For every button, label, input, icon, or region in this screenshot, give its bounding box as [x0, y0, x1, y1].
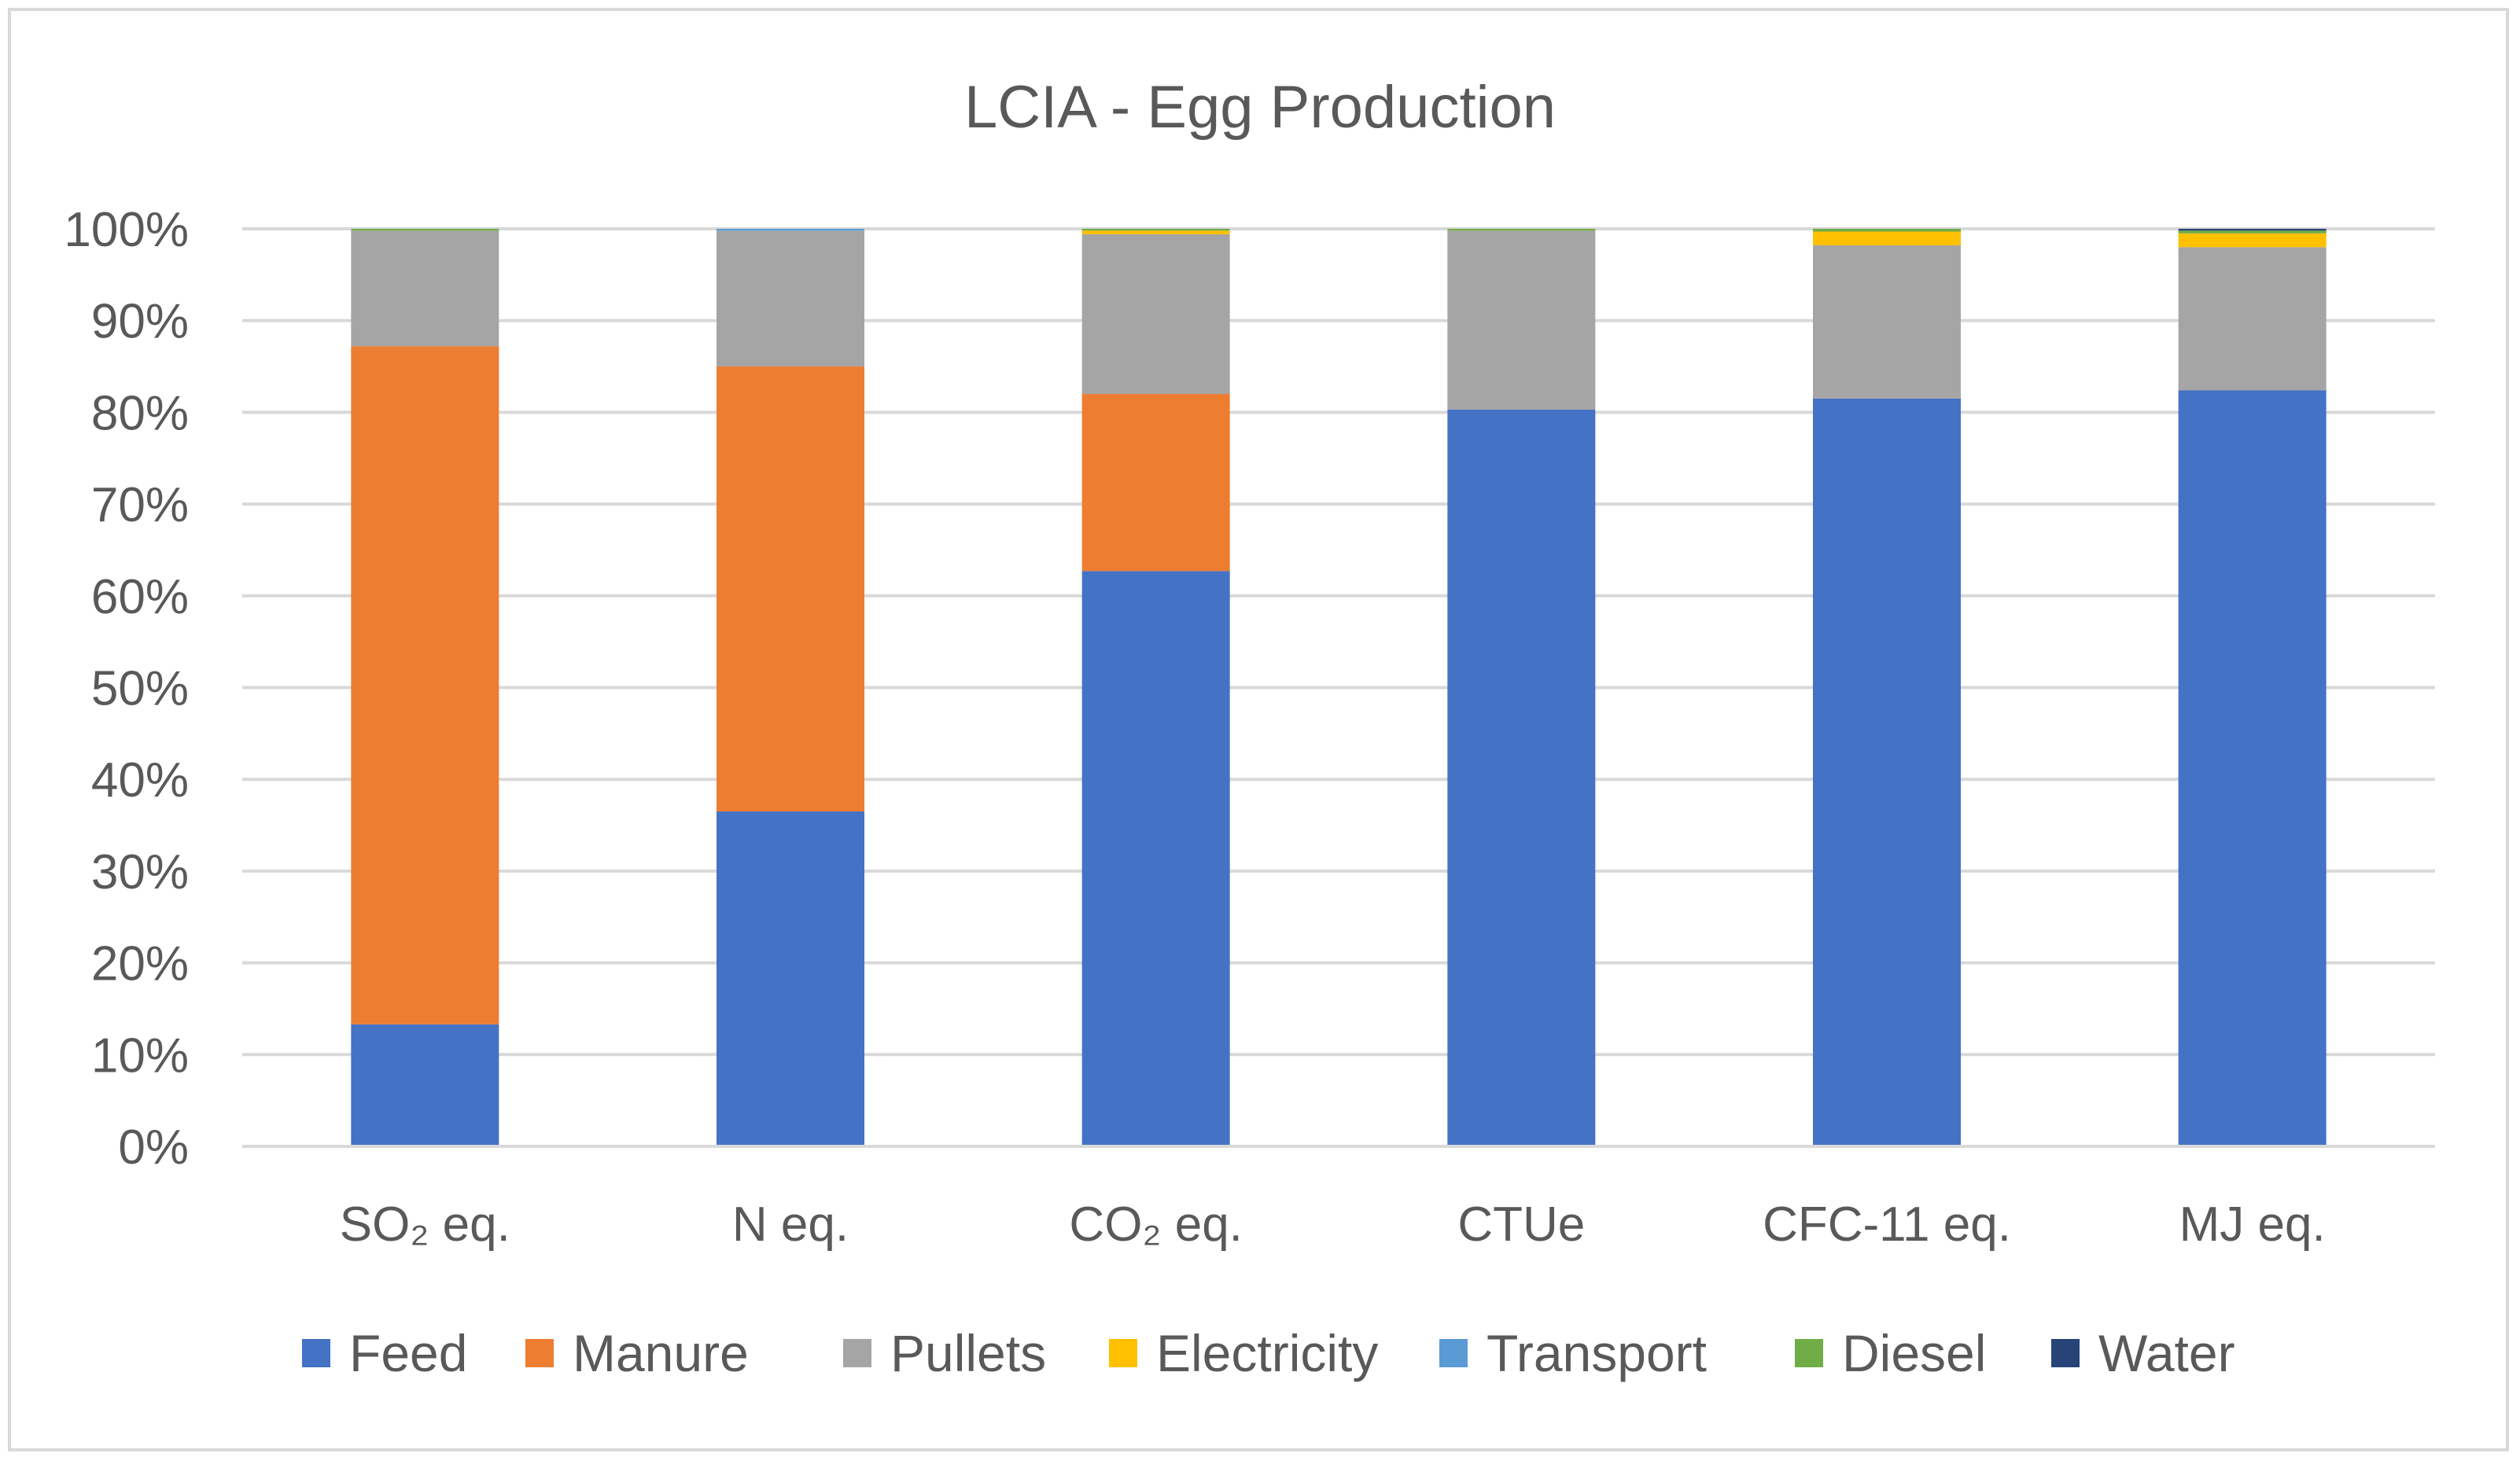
- bar-segment-diesel: [1081, 229, 1230, 231]
- legend-swatch: [1439, 1339, 1468, 1367]
- legend-swatch: [1795, 1339, 1823, 1367]
- legend-label: Transport: [1487, 1324, 1707, 1382]
- bar-segment-feed: [1813, 398, 1961, 1146]
- y-tick-label: 100%: [64, 203, 189, 257]
- legend-label: Feed: [349, 1324, 467, 1382]
- y-axis-tick-labels: 0% 10% 20% 30% 40% 50% 60% 70% 80% 90% 100%: [64, 203, 189, 1175]
- y-tick-label: 30%: [91, 845, 189, 899]
- x-category-label: CFC-11 eq.: [1763, 1197, 2011, 1252]
- bar-segment-feed: [351, 1024, 499, 1146]
- x-axis-category-labels: SO₂ eq. N eq. CO₂ eq. CTUe CFC-11 eq. MJ eq.: [340, 1197, 2326, 1252]
- x-category-label: CO₂ eq.: [1069, 1197, 1242, 1252]
- bar-segment-pullets: [1081, 234, 1230, 395]
- y-tick-label: 90%: [91, 295, 189, 349]
- bar-segment-feed: [2178, 390, 2327, 1147]
- bar-segment-diesel: [2178, 230, 2327, 234]
- gridlines: [242, 227, 2435, 1057]
- bar-segment-manure: [1081, 394, 1230, 572]
- y-tick-label: 70%: [91, 478, 189, 532]
- bar-segment-pullets: [717, 230, 864, 367]
- bar-segment-water: [2178, 229, 2327, 231]
- bar-segment-pullets: [351, 230, 499, 347]
- y-tick-label: 0%: [118, 1120, 189, 1175]
- legend-swatch: [843, 1339, 871, 1367]
- y-tick-label: 20%: [91, 937, 189, 991]
- bar-segment-electricity: [2178, 233, 2327, 248]
- legend-label: Diesel: [1842, 1324, 1986, 1382]
- x-category-label: N eq.: [732, 1197, 849, 1252]
- legend-label: Pullets: [890, 1324, 1046, 1382]
- bar-segment-feed: [1447, 409, 1596, 1146]
- bar-segment-transport: [717, 229, 864, 231]
- bar-segment-manure: [717, 366, 864, 812]
- legend-swatch: [2051, 1339, 2080, 1367]
- legend-swatch: [302, 1339, 330, 1367]
- bar-segment-pullets: [1813, 245, 1961, 399]
- chart-title: LCIA - Egg Production: [964, 74, 1556, 141]
- bar-segment-feed: [717, 811, 864, 1146]
- x-category-label: MJ eq.: [2179, 1197, 2326, 1252]
- y-tick-label: 60%: [91, 570, 189, 624]
- x-category-label: SO₂ eq.: [340, 1197, 510, 1252]
- bar-segment-pullets: [2178, 247, 2327, 391]
- legend: Feed Manure Pullets Electricity Transport Die…: [302, 1324, 2235, 1382]
- legend-label: Electricity: [1156, 1324, 1378, 1382]
- bar-segment-pullets: [1447, 230, 1596, 410]
- bars: [351, 229, 2327, 1147]
- bar-segment-manure: [351, 346, 499, 1024]
- bar-segment-diesel: [1447, 229, 1596, 231]
- legend-label: Water: [2098, 1324, 2235, 1382]
- y-tick-label: 50%: [91, 662, 189, 716]
- legend-swatch: [1109, 1339, 1137, 1367]
- x-category-label: CTUe: [1457, 1197, 1585, 1252]
- bar-segment-electricity: [1813, 231, 1961, 246]
- bar-segment-diesel: [351, 229, 499, 231]
- y-tick-label: 80%: [91, 386, 189, 440]
- bar-segment-electricity: [1081, 230, 1230, 235]
- y-tick-label: 40%: [91, 753, 189, 807]
- bar-segment-diesel: [1813, 229, 1961, 232]
- y-tick-label: 10%: [91, 1028, 189, 1083]
- legend-swatch: [525, 1339, 554, 1367]
- bar-segment-feed: [1081, 571, 1230, 1146]
- legend-label: Manure: [573, 1324, 749, 1382]
